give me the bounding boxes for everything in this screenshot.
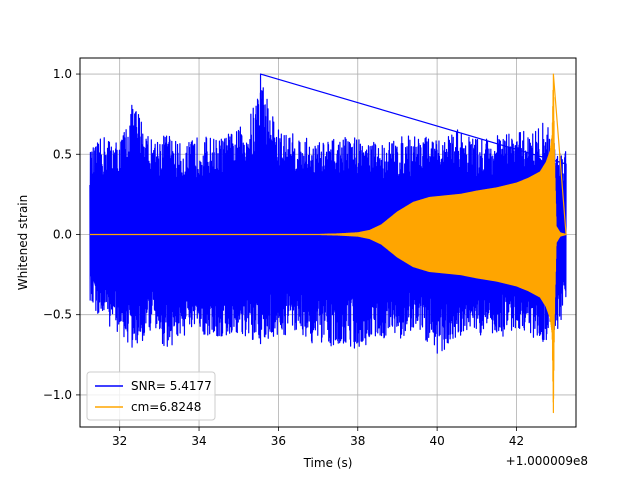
- y-axis-label: Whitened strain: [16, 195, 30, 291]
- legend-label-snr: SNR= 5.4177: [131, 379, 212, 393]
- x-tick-label: 42: [509, 434, 524, 448]
- axis-ticks: 32 34 36 38 40 42 1.0 0.5 0.0 −0.5 −1.0: [43, 67, 524, 448]
- x-tick-label: 32: [112, 434, 127, 448]
- x-axis-label: Time (s): [303, 456, 353, 470]
- plot-area: [89, 73, 567, 414]
- y-tick-label: −1.0: [43, 388, 72, 402]
- y-tick-label: 0.5: [53, 147, 72, 161]
- series-line-1: [89, 73, 567, 414]
- y-tick-label: −0.5: [43, 308, 72, 322]
- legend: SNR= 5.4177 cm=6.8248: [86, 371, 216, 421]
- x-tick-label: 38: [350, 434, 365, 448]
- legend-label-cm: cm=6.8248: [131, 400, 201, 414]
- y-tick-label: 0.0: [53, 227, 72, 241]
- x-axis-offset-label: +1.000009e8: [506, 454, 588, 468]
- axes-frame: [79, 57, 577, 428]
- x-tick-label: 36: [271, 434, 286, 448]
- y-tick-label: 1.0: [53, 67, 72, 81]
- legend-box: [86, 371, 216, 421]
- x-tick-label: 34: [191, 434, 206, 448]
- x-tick-label: 40: [429, 434, 444, 448]
